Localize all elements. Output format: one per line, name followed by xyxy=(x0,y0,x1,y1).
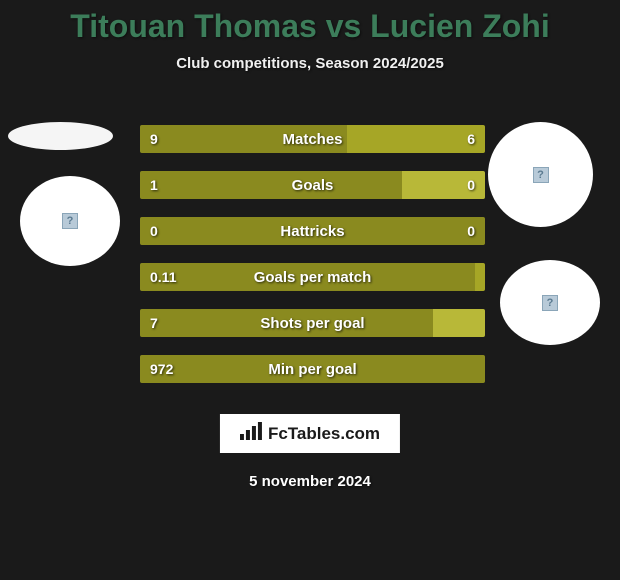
avatar-ellipse-left xyxy=(8,122,113,150)
chart-icon xyxy=(240,422,262,445)
stat-row: Goals per match0.11 xyxy=(140,263,485,291)
avatar-right-main: ? xyxy=(488,122,593,227)
placeholder-icon: ? xyxy=(533,167,549,183)
stat-bar-right xyxy=(347,125,485,153)
stat-bar-right xyxy=(475,263,485,291)
placeholder-icon: ? xyxy=(542,295,558,311)
stat-bar-left xyxy=(140,171,402,199)
stat-bar-right xyxy=(433,309,485,337)
stat-bar-left xyxy=(140,355,375,383)
date-label: 5 november 2024 xyxy=(220,473,400,490)
avatar-right-secondary: ? xyxy=(500,260,600,345)
stat-bar-right xyxy=(402,171,485,199)
placeholder-icon: ? xyxy=(62,213,78,229)
brand-box: FcTables.com xyxy=(220,414,400,453)
stats-container: Matches96 Goals10 Hattricks00 Goals per mat… xyxy=(140,125,485,401)
title-vs: vs xyxy=(326,8,362,44)
footer: FcTables.com 5 november 2024 xyxy=(220,414,400,490)
stat-row: Hattricks00 xyxy=(140,217,485,245)
stat-bar-left xyxy=(140,217,313,245)
stat-bar-left xyxy=(140,309,433,337)
stat-row: Min per goal972 xyxy=(140,355,485,383)
title-player2: Lucien Zohi xyxy=(370,8,550,44)
stat-bar-left xyxy=(140,263,475,291)
brand-text: FcTables.com xyxy=(268,424,380,444)
avatar-left-main: ? xyxy=(20,176,120,266)
stat-row: Matches96 xyxy=(140,125,485,153)
title-player1: Titouan Thomas xyxy=(70,8,317,44)
stat-row: Shots per goal7 xyxy=(140,309,485,337)
stat-bar-left xyxy=(140,125,347,153)
stat-bar-right xyxy=(375,355,485,383)
infographic-container: Titouan Thomas vs Lucien Zohi Club compe… xyxy=(0,0,620,580)
stat-row: Goals10 xyxy=(140,171,485,199)
stat-bar-right xyxy=(313,217,486,245)
subtitle: Club competitions, Season 2024/2025 xyxy=(0,55,620,72)
page-title: Titouan Thomas vs Lucien Zohi xyxy=(0,0,620,45)
